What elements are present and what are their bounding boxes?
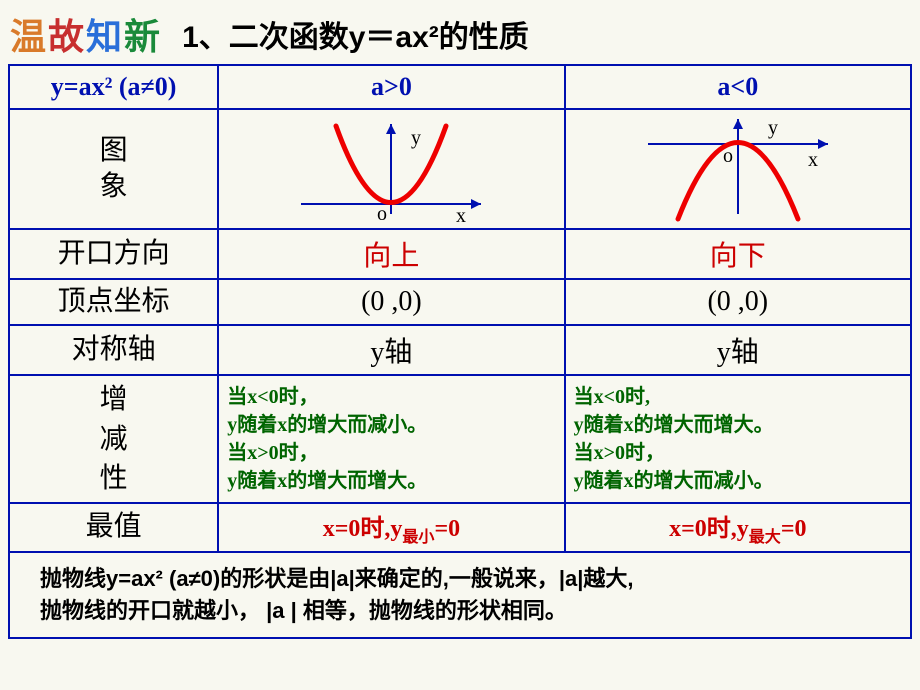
footer-note: 抛物线y=ax² (a≠0)的形状是由|a|来确定的,一般说来，|a|越大, 抛…	[9, 552, 911, 638]
x-axis-label: x	[456, 205, 466, 224]
col-header-a-neg: a<0	[565, 65, 911, 109]
row-direction: 开口方向 向上 向下	[9, 229, 911, 279]
col-header-function: y=ax² (a≠0)	[9, 65, 218, 109]
extremum-label: 最值	[9, 503, 218, 552]
axis-neg: y轴	[565, 325, 911, 375]
graph-a-neg: y x o	[565, 109, 911, 229]
decor-char-1: 温	[10, 17, 48, 57]
ext-neg-suffix: =0	[781, 516, 807, 542]
extremum-neg: x=0时,y最大=0	[565, 503, 911, 552]
col-header-a-pos: a>0	[218, 65, 564, 109]
parabola-up-svg: y x o	[281, 114, 501, 224]
extremum-pos: x=0时,y最小=0	[218, 503, 564, 552]
ext-pos-suffix: =0	[434, 516, 460, 542]
origin-label: o	[377, 203, 387, 224]
mono-neg-line2: y随着x的增大而增大。	[574, 414, 774, 436]
ext-pos-prefix: x=0时,y	[323, 516, 403, 542]
mono-pos-line1: 当x<0时，	[227, 386, 318, 408]
table-header-row: y=ax² (a≠0) a>0 a<0	[9, 65, 911, 109]
row-vertex: 顶点坐标 (0 ,0) (0 ,0)	[9, 279, 911, 325]
vertex-neg: (0 ,0)	[565, 279, 911, 325]
ext-pos-sub: 最小	[402, 529, 434, 546]
y-axis-label: y	[411, 127, 421, 149]
mono-pos-line2: y随着x的增大而减小。	[227, 414, 427, 436]
page-header: 温故知新 1、二次函数y＝ax²的性质	[0, 0, 920, 64]
y-axis-label: y	[768, 117, 778, 139]
direction-label: 开口方向	[9, 229, 218, 279]
mono-neg-line4: y随着x的增大而减小。	[574, 470, 774, 492]
decor-char-2: 故	[48, 17, 86, 57]
mono-neg: 当x<0时, y随着x的增大而增大。 当x>0时， y随着x的增大而减小。	[565, 375, 911, 503]
page-title: 1、二次函数y＝ax²的性质	[182, 12, 529, 56]
vertex-pos: (0 ,0)	[218, 279, 564, 325]
ext-neg-sub: 最大	[749, 529, 781, 546]
mono-neg-line1: 当x<0时,	[574, 386, 650, 408]
vertex-label: 顶点坐标	[9, 279, 218, 325]
x-axis-label: x	[808, 149, 818, 171]
header-decor: 温故知新	[10, 8, 162, 60]
decor-char-3: 知	[86, 17, 124, 57]
row-axis: 对称轴 y轴 y轴	[9, 325, 911, 375]
direction-pos: 向上	[218, 229, 564, 279]
mono-neg-line3: 当x>0时，	[574, 442, 665, 464]
direction-neg: 向下	[565, 229, 911, 279]
graph-row-label: 图 象	[9, 109, 218, 229]
decor-char-4: 新	[124, 17, 162, 57]
graph-a-pos: y x o	[218, 109, 564, 229]
ext-neg-prefix: x=0时,y	[669, 516, 749, 542]
mono-label: 增 减 性	[9, 375, 218, 503]
mono-pos-line3: 当x>0时，	[227, 442, 318, 464]
row-footer: 抛物线y=ax² (a≠0)的形状是由|a|来确定的,一般说来，|a|越大, 抛…	[9, 552, 911, 638]
mono-pos-line4: y随着x的增大而增大。	[227, 470, 427, 492]
mono-pos: 当x<0时， y随着x的增大而减小。 当x>0时， y随着x的增大而增大。	[218, 375, 564, 503]
origin-label: o	[723, 145, 733, 167]
row-monotonicity: 增 减 性 当x<0时， y随着x的增大而减小。 当x>0时， y随着x的增大而…	[9, 375, 911, 503]
row-extremum: 最值 x=0时,y最小=0 x=0时,y最大=0	[9, 503, 911, 552]
properties-table: y=ax² (a≠0) a>0 a<0 图 象 y x o	[8, 64, 912, 639]
parabola-down-svg: y x o	[628, 114, 848, 224]
row-graph: 图 象 y x o y x o	[9, 109, 911, 229]
axis-label: 对称轴	[9, 325, 218, 375]
axis-pos: y轴	[218, 325, 564, 375]
